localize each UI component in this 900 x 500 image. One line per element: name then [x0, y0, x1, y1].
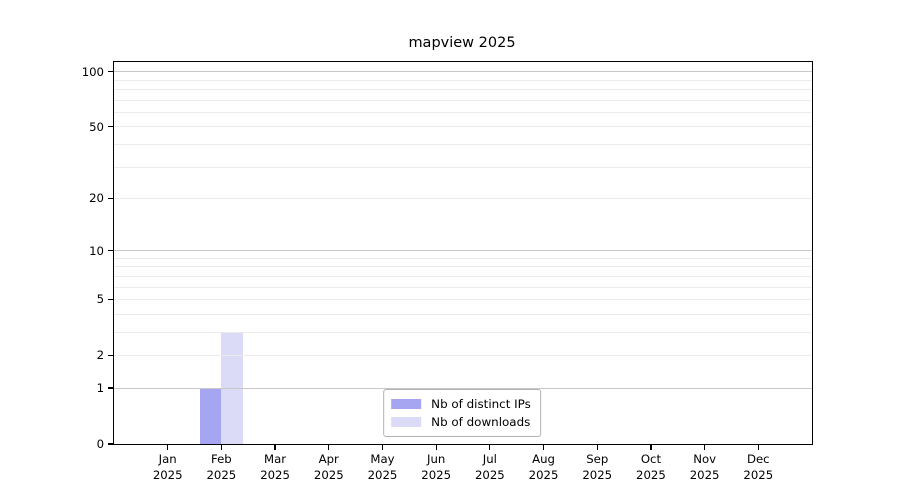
y-tick-mark [107, 354, 113, 356]
x-tick-label: Dec 2025 [743, 452, 774, 482]
legend-item-downloads: Nb of downloads [391, 413, 531, 431]
y-tick-mark [107, 387, 113, 389]
legend-swatch-downloads [391, 416, 422, 428]
plot-area: 0 1 2 5 10 20 50 100 Jan 2025 Feb 2025 Mar 2025 Apr… [82, 61, 813, 482]
y-tick-mark [107, 197, 113, 200]
gridline-minor [114, 79, 812, 81]
x-tick-label: Jun 2025 [421, 452, 452, 482]
gridline-major [114, 71, 812, 73]
x-tick-mark [328, 445, 330, 450]
x-tick-mark [650, 445, 652, 450]
bar-distinct-ips [199, 388, 222, 444]
x-tick-mark [381, 445, 384, 450]
y-tick-label: 100 [81, 64, 104, 79]
y-tick-label: 10 [89, 243, 104, 258]
y-tick-label: 5 [96, 292, 104, 307]
gridline-major [114, 250, 812, 252]
y-tick-mark [107, 249, 113, 252]
x-tick-label: Mar 2025 [260, 452, 290, 482]
gridline-minor [114, 286, 812, 288]
gridline-minor [114, 275, 812, 277]
x-tick-label: May 2025 [367, 452, 398, 482]
gridline-minor [114, 126, 812, 128]
x-tick-label: Nov 2025 [689, 452, 720, 482]
x-tick-mark [220, 445, 222, 450]
x-tick-label: Jul 2025 [474, 452, 505, 482]
legend-item-distinct-ips: Nb of distinct IPs [391, 395, 531, 413]
gridline-minor [114, 89, 812, 91]
gridline-minor [114, 266, 812, 268]
legend-label-downloads: Nb of downloads [431, 415, 531, 429]
y-tick-label: 0 [96, 437, 104, 451]
x-tick-label: Sep 2025 [582, 452, 613, 482]
x-tick-label: Feb 2025 [206, 452, 237, 482]
y-tick-label: 20 [89, 191, 104, 206]
x-tick-mark [489, 445, 491, 450]
x-tick-mark [757, 445, 759, 450]
legend-label-distinct-ips: Nb of distinct IPs [431, 397, 531, 411]
gridline-minor [114, 166, 812, 168]
gridline-minor [114, 99, 812, 101]
gridline-minor [114, 354, 812, 356]
gridline-minor [114, 298, 812, 300]
x-tick-label: Apr 2025 [313, 452, 344, 482]
x-tick-mark [167, 445, 169, 450]
gridline-minor [114, 257, 812, 259]
gridline-major [114, 387, 812, 389]
y-tick-label: 1 [96, 381, 104, 396]
y-tick-mark [107, 126, 113, 128]
legend-swatch-distinct-ips [391, 398, 422, 410]
y-tick-mark [107, 298, 113, 301]
gridline-minor [114, 143, 812, 145]
chart-title: mapview 2025 [408, 35, 516, 51]
x-tick-label: Jan 2025 [152, 452, 183, 482]
gridline-minor [114, 197, 812, 199]
legend: Nb of distinct IPs Nb of downloads [383, 389, 541, 437]
y-tick-label: 50 [89, 119, 104, 134]
x-tick-mark [704, 445, 706, 450]
x-tick-mark [596, 445, 598, 450]
x-tick-mark [542, 445, 545, 450]
x-tick-mark [274, 445, 276, 450]
y-tick-mark [107, 443, 113, 445]
gridline-minor [114, 313, 812, 315]
y-tick-mark [107, 71, 113, 73]
y-tick-label: 2 [96, 348, 104, 363]
gridline-minor [114, 331, 812, 333]
x-tick-label: Oct 2025 [636, 452, 666, 482]
x-tick-label: Aug 2025 [528, 452, 559, 482]
gridline-minor [114, 111, 812, 113]
x-tick-mark [435, 445, 437, 450]
